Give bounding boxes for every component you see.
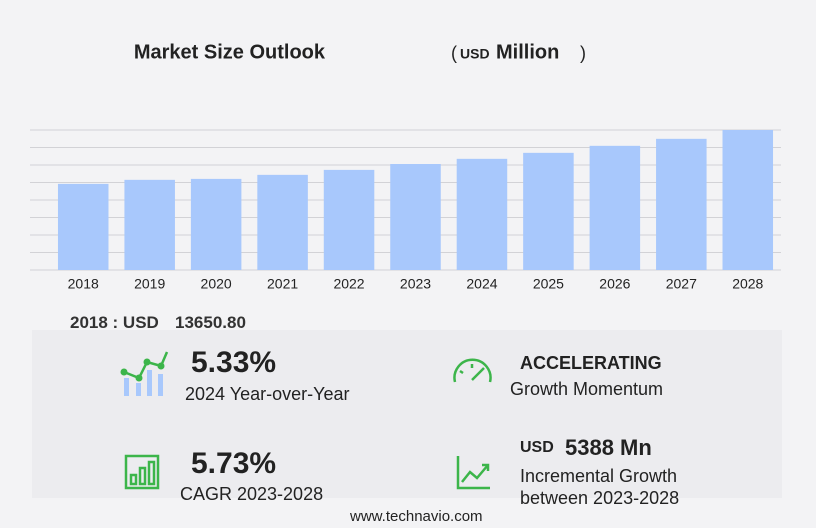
cagr-value: 5.73% — [191, 447, 277, 480]
x-tick-label: 2021 — [267, 276, 298, 292]
unit-paren: ) — [580, 43, 586, 63]
bar — [656, 138, 707, 270]
x-tick-label: 2025 — [533, 276, 564, 292]
bar — [257, 174, 308, 270]
bar — [523, 152, 574, 270]
x-tick-label: 2020 — [201, 276, 232, 292]
bar — [57, 183, 109, 270]
base-label: 2018 : USD — [70, 313, 159, 332]
bar — [323, 169, 375, 270]
bar — [589, 145, 641, 270]
unit-scale: Million — [496, 41, 559, 63]
x-tick-label: 2018 — [68, 276, 99, 292]
momentum-value: ACCELERATING — [520, 353, 662, 373]
x-tick-label: 2019 — [134, 276, 165, 292]
incr-currency: USD — [520, 439, 554, 456]
x-tick-label: 2024 — [466, 276, 497, 292]
bar — [390, 164, 441, 270]
x-tick-label: 2028 — [732, 276, 763, 292]
unit-currency: USD — [460, 46, 490, 62]
chart: Market Size Outlook ( USD Million ) 2018… — [30, 41, 781, 292]
x-tick-label: 2027 — [666, 276, 697, 292]
bar — [124, 179, 175, 270]
chart-title: Market Size Outlook — [134, 41, 326, 63]
footer: www.technavio.com — [350, 508, 483, 525]
momentum-label: Growth Momentum — [510, 379, 664, 399]
yoy-label: 2024 Year-over-Year — [185, 384, 350, 404]
cagr-label: CAGR 2023-2028 — [180, 484, 324, 504]
incr-label: Incremental Growth — [520, 466, 678, 486]
unit-paren: ( — [451, 43, 457, 63]
yoy-value: 5.33% — [191, 346, 277, 379]
x-tick-label: 2023 — [400, 276, 431, 292]
bar — [722, 130, 774, 270]
bar — [190, 178, 242, 270]
x-tick-label: 2026 — [599, 276, 630, 292]
incr-label: between 2023-2028 — [520, 488, 680, 508]
bar — [456, 158, 508, 270]
base-value: 13650.80 — [175, 313, 246, 332]
incr-value: 5388 Mn — [565, 435, 652, 460]
x-tick-label: 2022 — [333, 276, 364, 292]
